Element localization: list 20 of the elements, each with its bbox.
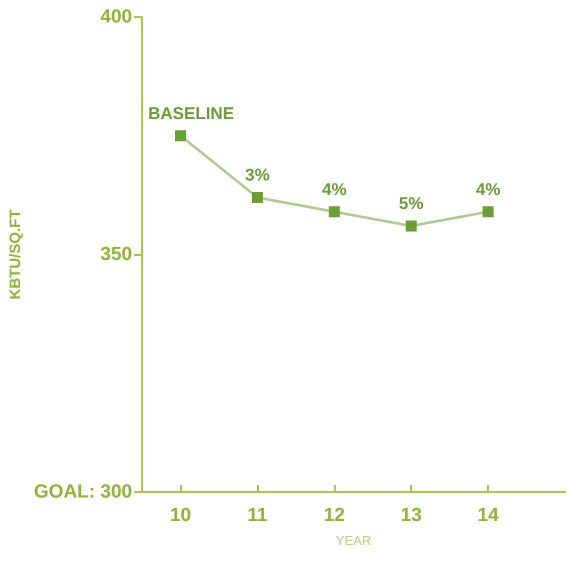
annotation: BASELINE <box>148 104 234 123</box>
point <box>252 192 263 203</box>
annotation: 3% <box>245 166 270 184</box>
x-tick-label: 10 <box>170 505 192 526</box>
y-tick-label: 400 <box>100 6 132 28</box>
x-tick-label: 11 <box>247 505 268 526</box>
y-tick-label: GOAL: 300 <box>34 482 132 502</box>
y-tick-label: 350 <box>100 244 132 265</box>
point <box>175 130 186 142</box>
y-axis-title: KBTU/SQ.FT <box>7 210 24 300</box>
point <box>406 220 417 232</box>
annotation: 4% <box>322 180 347 199</box>
x-axis-title: YEAR <box>336 533 372 548</box>
point <box>482 206 494 218</box>
x-tick-label: 12 <box>324 505 345 526</box>
point <box>328 206 340 218</box>
annotation: 4% <box>476 180 500 199</box>
x-tick-label: 13 <box>400 505 422 526</box>
x-tick-label: 14 <box>478 505 500 526</box>
annotation: 5% <box>398 194 424 213</box>
